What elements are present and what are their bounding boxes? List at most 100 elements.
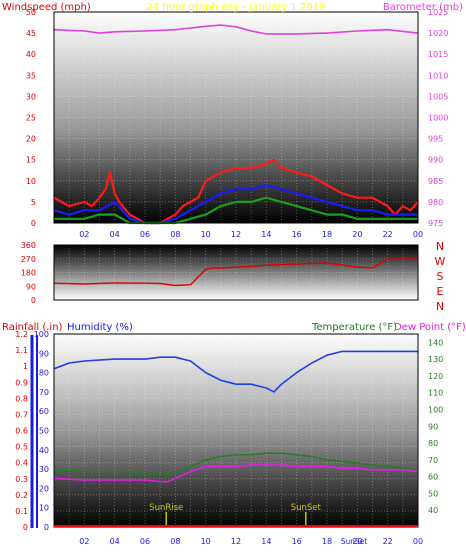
chart-title: 24 hour graph day - January 1 2019: [147, 2, 326, 13]
humidity-line: [53, 350, 418, 393]
windspeed-tick-label: 30: [26, 92, 36, 101]
barometer-tick-label: 1020: [428, 29, 448, 38]
temperature-line: [53, 452, 419, 476]
x-tick-label-top: 00: [413, 230, 423, 239]
rainfall-tick-label: 0.7: [15, 410, 28, 419]
windspeed-axis-label: Windspeed (mph): [2, 2, 91, 13]
temperature-tick-label: 120: [428, 372, 443, 381]
x-tick-label-top: 16: [292, 230, 302, 239]
x-tick-label-top: 18: [322, 230, 332, 239]
windspeed-tick-label: 20: [26, 135, 36, 144]
barometer-tick-label: 985: [428, 177, 443, 186]
sun-marker-label: SunRise: [149, 503, 183, 513]
temperature-tick-label: 110: [428, 389, 443, 398]
rain-panel-background: [54, 334, 418, 527]
humidity-tick-label: 50: [39, 427, 49, 436]
compass-s: S: [437, 270, 444, 283]
grid-lines: [54, 12, 418, 527]
wind-panel-frame: [53, 11, 419, 224]
windspeed-tick-label: 35: [26, 71, 36, 80]
windspeed-tick-label: 0: [31, 219, 36, 228]
windspeed-tick-label: 40: [26, 50, 36, 59]
barometer-tick-label: 1005: [428, 92, 448, 101]
temperature-tick-label: 90: [428, 422, 438, 431]
humidity-tick-label: 90: [39, 349, 49, 358]
barometer-tick-label: 1025: [428, 8, 448, 17]
temperature-tick-label: 140: [428, 338, 443, 347]
x-tick-label-bottom: 20: [352, 537, 362, 546]
temperature-tick-label: 40: [428, 506, 438, 515]
x-tick-label-bottom: 18: [322, 537, 332, 546]
x-tick-label-bottom: 14: [261, 537, 271, 546]
humidity-tick-label: 20: [39, 484, 49, 493]
direction-panel-background: [54, 245, 418, 300]
x-tick-label-bottom: 04: [110, 537, 120, 546]
windspeed-tick-label: 10: [26, 177, 36, 186]
tick-labels: 0510152025303540455097598098599099510001…: [15, 8, 448, 546]
rainfall-axis-label: Rainfall (.in): [2, 322, 63, 333]
rainfall-tick-label: 0.8: [15, 394, 28, 403]
barometer-tick-label: 980: [428, 198, 443, 207]
barometer-axis-label: Barometer (mb): [383, 2, 463, 13]
rainfall-tick-label: 0.2: [15, 491, 28, 500]
wind-panel-background: [54, 12, 418, 223]
windspeed-tick-label: 50: [26, 8, 36, 17]
dewpoint-axis-label: Dew Point (°F): [394, 322, 466, 333]
windspeed-tick-label: 45: [26, 29, 36, 38]
direction-tick-label: 90: [26, 282, 36, 291]
wind-gust-line: [53, 158, 419, 225]
compass-w: W: [435, 255, 446, 268]
dewpoint-line: [53, 464, 419, 483]
rainfall-tick-label: 0: [23, 523, 28, 532]
temperature-tick-label: 50: [428, 489, 438, 498]
x-tick-label-top: 12: [231, 230, 241, 239]
humidity-tick-label: 70: [39, 388, 49, 397]
x-tick-label-bottom: 06: [140, 537, 150, 546]
x-tick-label-top: 20: [352, 230, 362, 239]
barometer-tick-label: 1010: [428, 71, 448, 80]
rainfall-tick-label: 0.9: [15, 378, 28, 387]
humidity-tick-label: 40: [39, 446, 49, 455]
rainfall-tick-label: 0.3: [15, 475, 28, 484]
compass-e: E: [437, 285, 444, 298]
compass-n-bottom: N: [436, 300, 444, 313]
rainfall-tick-label: 0.4: [15, 459, 28, 468]
x-tick-label-top: 06: [140, 230, 150, 239]
x-tick-label-bottom: 08: [170, 537, 180, 546]
windspeed-tick-label: 15: [26, 156, 36, 165]
series-lines: [53, 24, 419, 527]
barometer-tick-label: 975: [428, 219, 443, 228]
sunset-axis-label: SunSet: [341, 537, 368, 546]
rainfall-tick-label: 1.1: [15, 346, 28, 355]
direction-tick-label: 360: [21, 241, 36, 250]
x-tick-label-top: 02: [79, 230, 89, 239]
temperature-tick-label: 130: [428, 355, 443, 364]
temperature-tick-label: 80: [428, 439, 438, 448]
sun-marker-label: SunSet: [291, 503, 322, 513]
temperature-tick-label: 60: [428, 473, 438, 482]
rainfall-tick-label: 1: [23, 362, 28, 371]
rainfall-tick-label: 1.2: [15, 330, 28, 339]
direction-panel-frame: [53, 244, 419, 301]
direction-tick-label: 180: [21, 269, 36, 278]
humidity-tick-label: 60: [39, 407, 49, 416]
humidity-axis-label: Humidity (%): [67, 322, 133, 333]
barometer-tick-label: 990: [428, 156, 443, 165]
windspeed-tick-label: 5: [31, 198, 36, 207]
x-tick-label-bottom: 12: [231, 537, 241, 546]
temperature-tick-label: 70: [428, 456, 438, 465]
x-tick-label-top: 08: [170, 230, 180, 239]
wind-minimum-line: [54, 196, 418, 225]
x-tick-label-top: 04: [110, 230, 120, 239]
barometer-tick-label: 1015: [428, 50, 448, 59]
wind-average-line: [53, 183, 418, 225]
x-tick-label-bottom: 02: [79, 537, 89, 546]
wind-direction-line: [53, 258, 418, 287]
temperature-tick-label: 100: [428, 406, 443, 415]
x-tick-label-bottom: 10: [201, 537, 211, 546]
barometer-line: [53, 24, 419, 35]
x-tick-label-bottom: 22: [383, 537, 393, 546]
x-tick-label-bottom: 16: [292, 537, 302, 546]
rainfall-tick-label: 0.5: [15, 443, 28, 452]
